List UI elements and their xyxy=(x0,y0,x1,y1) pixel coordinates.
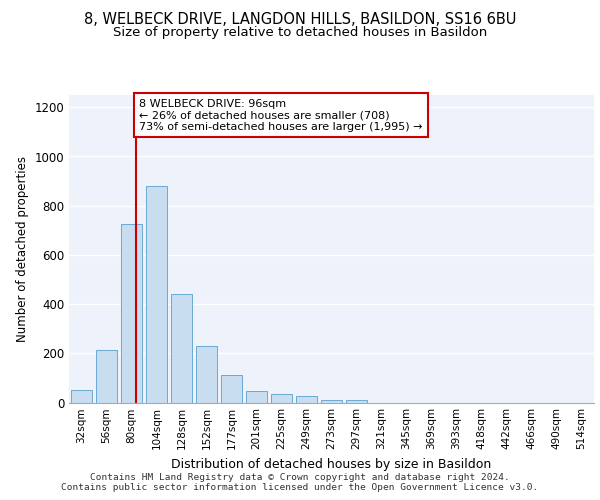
Text: Size of property relative to detached houses in Basildon: Size of property relative to detached ho… xyxy=(113,26,487,39)
Bar xyxy=(96,350,117,403)
Bar xyxy=(196,346,217,403)
Bar xyxy=(221,376,242,402)
Bar xyxy=(321,400,342,402)
Bar xyxy=(121,224,142,402)
Bar xyxy=(171,294,192,403)
Text: Contains HM Land Registry data © Crown copyright and database right 2024.
Contai: Contains HM Land Registry data © Crown c… xyxy=(61,473,539,492)
Bar xyxy=(71,390,92,402)
Text: 8, WELBECK DRIVE, LANGDON HILLS, BASILDON, SS16 6BU: 8, WELBECK DRIVE, LANGDON HILLS, BASILDO… xyxy=(84,12,516,28)
Bar xyxy=(296,396,317,402)
Bar xyxy=(146,186,167,402)
Bar xyxy=(271,394,292,402)
Text: 8 WELBECK DRIVE: 96sqm
← 26% of detached houses are smaller (708)
73% of semi-de: 8 WELBECK DRIVE: 96sqm ← 26% of detached… xyxy=(139,98,423,132)
Y-axis label: Number of detached properties: Number of detached properties xyxy=(16,156,29,342)
Bar xyxy=(246,391,267,402)
Bar xyxy=(346,400,367,402)
X-axis label: Distribution of detached houses by size in Basildon: Distribution of detached houses by size … xyxy=(172,458,491,471)
